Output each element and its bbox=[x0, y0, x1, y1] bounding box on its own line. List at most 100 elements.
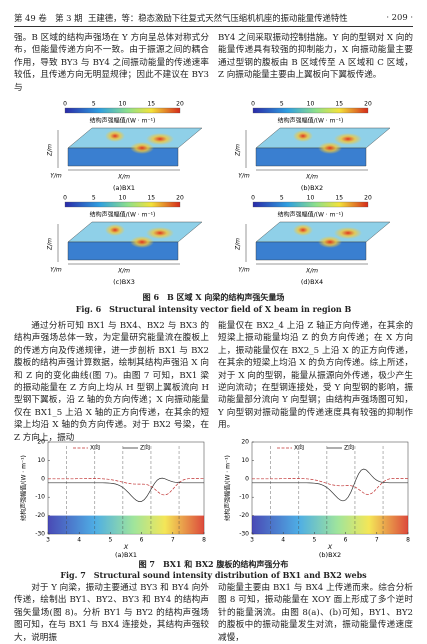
web-intensity-band bbox=[252, 515, 408, 534]
colorbar-tick: 0 bbox=[251, 101, 255, 108]
legend-label: X向 bbox=[90, 444, 100, 452]
y-tick-label: -30 bbox=[35, 531, 45, 538]
x-tick-label: 8 bbox=[202, 537, 206, 544]
x-axis-label: X bbox=[123, 543, 129, 551]
intensity-hotspot bbox=[105, 224, 125, 236]
intensity-hotspot bbox=[130, 236, 154, 248]
colorbar bbox=[252, 201, 369, 208]
colorbar-tick: 5 bbox=[92, 195, 96, 202]
legend-label: X向 bbox=[294, 444, 304, 452]
colorbar-tick: 0 bbox=[251, 195, 255, 202]
colorbar-tick: 15 bbox=[335, 195, 343, 202]
legend-label: Z向 bbox=[344, 444, 354, 452]
colorbar bbox=[64, 201, 181, 208]
subfigure-label: (b)BX2 bbox=[301, 184, 323, 192]
axis-label: Z/m bbox=[235, 144, 242, 157]
x-direction-curve bbox=[252, 477, 409, 495]
y-tick-label: -10 bbox=[239, 494, 249, 501]
y-tick-label: -10 bbox=[35, 494, 45, 501]
colorbar-label: 结构声强幅值/(W · m⁻¹) bbox=[278, 211, 344, 219]
header-rule bbox=[14, 26, 413, 27]
axis-label: Y/m bbox=[50, 267, 62, 274]
subfigure-label: (d)BX4 bbox=[301, 278, 323, 286]
y-tick-label: -20 bbox=[239, 512, 249, 519]
colorbar-tick: 10 bbox=[119, 195, 127, 202]
figure-caption: 图 7 BX1 和 BX2 腹板的结构声强分布 bbox=[138, 559, 289, 569]
colorbar-tick: 0 bbox=[63, 195, 67, 202]
y-tick-label: 0 bbox=[41, 475, 45, 482]
intensity-hotspot bbox=[293, 224, 313, 236]
colorbar-tick: 20 bbox=[364, 101, 372, 108]
intensity-hotspot bbox=[334, 227, 362, 239]
axis-label: Y/m bbox=[238, 267, 250, 274]
axis-label: X/m bbox=[117, 174, 130, 181]
journal-volume: 第 49 卷 第 3 期 bbox=[14, 13, 83, 23]
colorbar-tick: 15 bbox=[147, 101, 155, 108]
colorbar-label: 结构声强幅值/(W · m⁻¹) bbox=[278, 117, 344, 125]
x-axis-label: X bbox=[327, 543, 333, 551]
y-tick-label: -30 bbox=[239, 531, 249, 538]
z-direction-curve bbox=[252, 468, 408, 502]
z-direction-curve bbox=[48, 477, 204, 502]
intensity-hotspot bbox=[293, 130, 313, 142]
intensity-hotspot bbox=[334, 133, 362, 145]
subfigure-label: (a)BX1 bbox=[113, 184, 135, 192]
colorbar-tick: 15 bbox=[147, 195, 155, 202]
beam-web bbox=[67, 147, 179, 167]
running-title: 王建德，等：稳态激励下往复式天然气压缩机机座的振动能量传递特性 bbox=[88, 13, 348, 23]
colorbar-tick: 5 bbox=[280, 101, 284, 108]
x-tick-label: 5 bbox=[108, 537, 112, 544]
paragraph: BY4 之间采取振动控制措施。Y 向的型钢对 X 向的能量传递具有较强的抑制能力… bbox=[218, 33, 413, 81]
web-intensity-band bbox=[48, 515, 204, 534]
colorbar-tick: 10 bbox=[307, 101, 315, 108]
axis-label: X/m bbox=[305, 174, 318, 181]
y-tick-label: -20 bbox=[35, 512, 45, 519]
intensity-hotspot bbox=[105, 130, 125, 142]
colorbar-tick: 10 bbox=[307, 195, 315, 202]
colorbar-tick: 20 bbox=[364, 195, 372, 202]
intensity-hotspot bbox=[318, 236, 342, 248]
x-tick-label: 4 bbox=[77, 537, 81, 544]
subfigure-label: (c)BX3 bbox=[113, 278, 135, 286]
beam-web bbox=[255, 241, 367, 261]
axis-label: Y/m bbox=[238, 173, 250, 180]
y-tick-label: 20 bbox=[37, 439, 45, 446]
paragraph: 通过分析可知 BX1 与 BX4、BX2 与 BX3 的结构声强场总体一致，为定… bbox=[14, 321, 209, 443]
colorbar-tick: 5 bbox=[92, 101, 96, 108]
subfigure-label: (b)BX2 bbox=[319, 551, 341, 559]
colorbar-label: 结构声强幅值/(W · m⁻¹) bbox=[90, 211, 156, 219]
y-axis-label: 结构声强幅值/(W · m⁻¹) bbox=[20, 455, 28, 521]
axis-label: X/m bbox=[305, 268, 318, 275]
x-tick-label: 6 bbox=[140, 537, 144, 544]
x-tick-label: 7 bbox=[375, 537, 379, 544]
intensity-hotspot bbox=[146, 133, 174, 145]
x-tick-label: 3 bbox=[250, 537, 254, 544]
x-tick-label: 8 bbox=[406, 537, 410, 544]
colorbar bbox=[64, 107, 181, 114]
page-number: · 209 · bbox=[386, 12, 413, 22]
colorbar bbox=[252, 107, 369, 114]
x-tick-label: 4 bbox=[281, 537, 285, 544]
x-tick-label: 3 bbox=[46, 537, 50, 544]
colorbar-label: 结构声强幅值/(W · m⁻¹) bbox=[90, 117, 156, 125]
axis-label: Z/m bbox=[235, 238, 242, 251]
colorbar-tick: 10 bbox=[119, 101, 127, 108]
x-tick-label: 6 bbox=[344, 537, 348, 544]
figure-caption-en: Fig. 6 Structural intensity vector field… bbox=[75, 304, 352, 314]
beam-web bbox=[67, 241, 179, 261]
colorbar-tick: 20 bbox=[176, 101, 184, 108]
axis-label: X/m bbox=[117, 268, 130, 275]
page: {"header": {"volume": "第 49 卷 第 3 期", "r… bbox=[14, 12, 413, 643]
axis-label: Z/m bbox=[47, 238, 54, 251]
y-tick-label: 10 bbox=[241, 457, 249, 464]
colorbar-tick: 0 bbox=[63, 101, 67, 108]
x-tick-label: 5 bbox=[312, 537, 316, 544]
x-tick-label: 7 bbox=[171, 537, 175, 544]
colorbar-tick: 15 bbox=[335, 101, 343, 108]
axis-label: Z/m bbox=[47, 144, 54, 157]
figure-caption-en: Fig. 7 Structural sound intensity distri… bbox=[60, 570, 367, 580]
paragraph: 能量仅在 BX2_4 上沿 Z 轴正方向传递，在其余的短梁上振动能量均沿 Z 的… bbox=[218, 321, 413, 431]
x-direction-curve bbox=[48, 478, 204, 496]
y-tick-label: 0 bbox=[245, 475, 249, 482]
paragraph: 强。B 区域的结构声强场在 Y 方向呈总体对称式分布，但能量传递方向不一致。由于… bbox=[14, 33, 209, 93]
